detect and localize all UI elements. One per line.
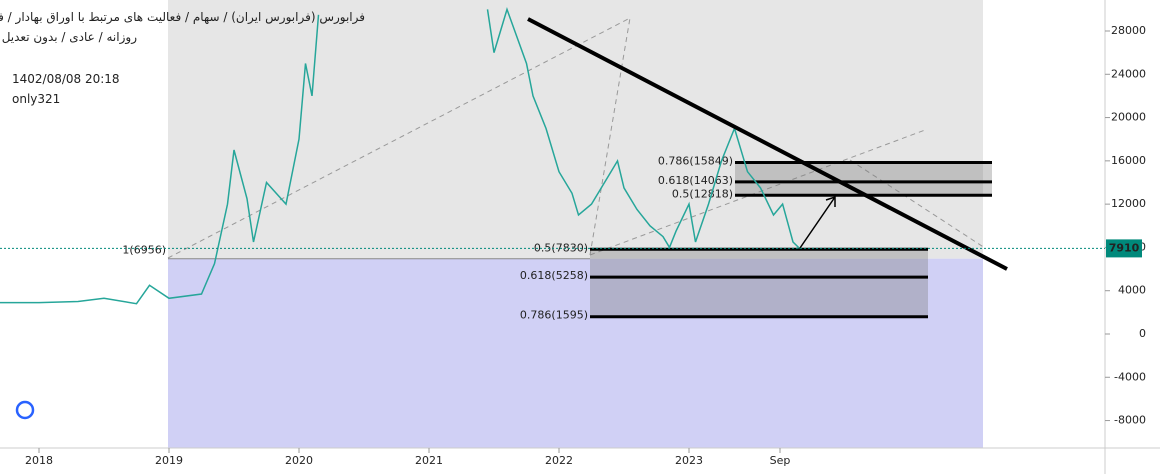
backgrounds — [168, 0, 983, 448]
y-tick-label: 20000 — [1111, 111, 1146, 124]
arrow — [799, 195, 836, 249]
fib-label: 0.618(5258) — [520, 269, 588, 282]
grey-zone — [168, 0, 983, 259]
fib-box — [590, 249, 928, 317]
logo — [15, 400, 35, 420]
y-tick-label: -8000 — [1114, 414, 1146, 427]
x-tick-label: 2022 — [545, 454, 573, 467]
fib-box — [735, 162, 992, 196]
blue-zone — [168, 258, 983, 448]
fib-label: 1(6956) — [122, 244, 166, 257]
y-tick-label: 28000 — [1111, 24, 1146, 37]
x-tick-label: 2020 — [285, 454, 313, 467]
y-tick-label: 4000 — [1118, 284, 1146, 297]
trend-line — [527, 17, 1008, 271]
price-label: 7910 — [1109, 241, 1140, 254]
fib-label: 0.786(1595) — [520, 309, 588, 322]
dashed-trend — [589, 17, 631, 256]
price-badge — [1106, 239, 1142, 258]
fib-label: 0.5(12818) — [672, 187, 733, 200]
timestamp: 1402/08/08 20:18 — [12, 72, 120, 86]
chart-title: فرابورس (فرابورس ایران) / سهام / فعالیت … — [0, 10, 365, 24]
y-tick-label: 12000 — [1111, 197, 1146, 210]
x-tick-label: 2023 — [675, 454, 703, 467]
fib-label: 0.5(7830) — [534, 241, 588, 254]
fib-label: 0.786(15849) — [658, 154, 733, 167]
x-tick-label: 2018 — [25, 454, 53, 467]
dashed-trend — [589, 129, 926, 256]
fib-label: 0.618(14063) — [658, 174, 733, 187]
author: only321 — [12, 92, 61, 106]
chart-subtitle: روزانه / عادی / بدون تعدیل — [1, 30, 137, 44]
y-tick-label: 16000 — [1111, 154, 1146, 167]
price-line — [0, 7, 801, 305]
y-tick-label: 0 — [1139, 327, 1146, 340]
y-tick-label: -4000 — [1114, 370, 1146, 383]
x-tick-label: 2021 — [415, 454, 443, 467]
x-tick-label: 2019 — [155, 454, 183, 467]
y-tick-label: 24000 — [1111, 67, 1146, 80]
dashed-trend — [167, 17, 631, 259]
x-tick-label: Sep — [770, 454, 791, 467]
